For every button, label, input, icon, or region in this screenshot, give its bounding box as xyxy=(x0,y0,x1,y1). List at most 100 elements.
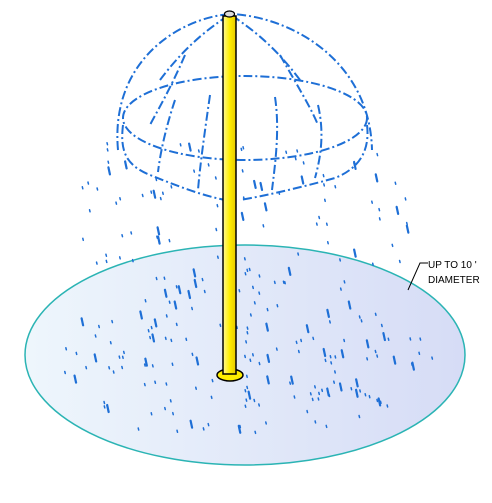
drop xyxy=(318,215,321,220)
drop xyxy=(394,181,397,185)
drop xyxy=(358,315,361,319)
drop xyxy=(371,262,374,266)
drop xyxy=(258,291,261,295)
spray-dome xyxy=(116,12,373,201)
drop xyxy=(258,361,261,366)
drop xyxy=(265,322,269,332)
drop xyxy=(123,160,128,170)
drop xyxy=(382,331,386,342)
drop xyxy=(323,183,326,187)
drop xyxy=(242,146,245,150)
drop xyxy=(85,365,88,370)
drop xyxy=(244,354,247,359)
drop xyxy=(219,323,222,328)
drop xyxy=(287,266,292,276)
drop xyxy=(103,405,106,409)
drop xyxy=(143,382,146,387)
drop xyxy=(169,399,172,403)
drop xyxy=(312,336,315,341)
drop xyxy=(164,406,167,411)
drop xyxy=(246,268,249,273)
drop xyxy=(323,198,326,203)
annotation: DIAMETER xyxy=(428,275,480,286)
drop xyxy=(253,179,257,190)
drop xyxy=(153,318,158,328)
drop xyxy=(309,392,312,396)
drop xyxy=(121,233,124,238)
drop xyxy=(171,362,174,367)
drop xyxy=(246,326,249,330)
drop xyxy=(244,404,247,408)
drop xyxy=(193,278,198,289)
drop xyxy=(82,237,85,242)
drop xyxy=(201,277,204,282)
drop xyxy=(107,160,110,164)
drop xyxy=(163,288,168,298)
drop xyxy=(245,398,248,402)
drop xyxy=(103,400,106,405)
drop xyxy=(165,382,168,386)
drop xyxy=(156,226,161,236)
drop xyxy=(244,388,247,393)
drop xyxy=(115,201,118,205)
drop xyxy=(149,335,152,340)
drop xyxy=(322,173,325,178)
drop xyxy=(81,186,84,190)
drop xyxy=(248,267,251,272)
drop xyxy=(318,391,321,396)
drop xyxy=(215,227,218,232)
drop xyxy=(333,370,336,374)
drop xyxy=(119,196,122,201)
drop xyxy=(325,424,328,429)
drop xyxy=(170,185,173,189)
drop xyxy=(354,388,359,398)
drop xyxy=(207,422,210,427)
drop xyxy=(156,235,159,239)
drop xyxy=(197,149,200,153)
drop xyxy=(245,374,248,379)
drop xyxy=(241,169,244,173)
drop xyxy=(313,385,316,389)
drop xyxy=(275,347,278,351)
drop xyxy=(164,336,167,341)
drop xyxy=(155,177,158,182)
drop xyxy=(340,349,345,359)
drop xyxy=(121,365,124,370)
drop xyxy=(154,380,157,385)
drop xyxy=(293,395,296,399)
drop xyxy=(168,300,171,304)
drop xyxy=(253,301,256,305)
drop xyxy=(258,274,261,278)
drop xyxy=(216,255,219,259)
drop xyxy=(88,209,91,213)
drop xyxy=(311,397,314,402)
drop xyxy=(359,389,362,393)
drop xyxy=(322,347,327,358)
drop xyxy=(358,414,361,419)
drop xyxy=(338,382,343,392)
nozzle xyxy=(223,10,236,18)
drop xyxy=(347,300,352,310)
drop xyxy=(343,338,346,343)
drop xyxy=(144,299,147,303)
drop xyxy=(106,148,109,152)
drop xyxy=(237,424,242,434)
drop xyxy=(266,353,271,364)
drop xyxy=(106,141,109,146)
drop xyxy=(65,347,68,351)
water-drops xyxy=(64,141,434,435)
drop xyxy=(376,152,379,157)
drop xyxy=(118,355,121,359)
drop xyxy=(98,324,101,329)
drop xyxy=(111,319,114,324)
drop xyxy=(300,338,303,343)
drop xyxy=(315,222,318,226)
drop xyxy=(73,374,78,384)
drop xyxy=(187,142,192,152)
drop xyxy=(411,361,415,371)
drop xyxy=(191,306,194,311)
drop xyxy=(328,320,331,324)
drop xyxy=(300,175,305,185)
pole xyxy=(222,15,237,375)
drop xyxy=(405,224,410,234)
